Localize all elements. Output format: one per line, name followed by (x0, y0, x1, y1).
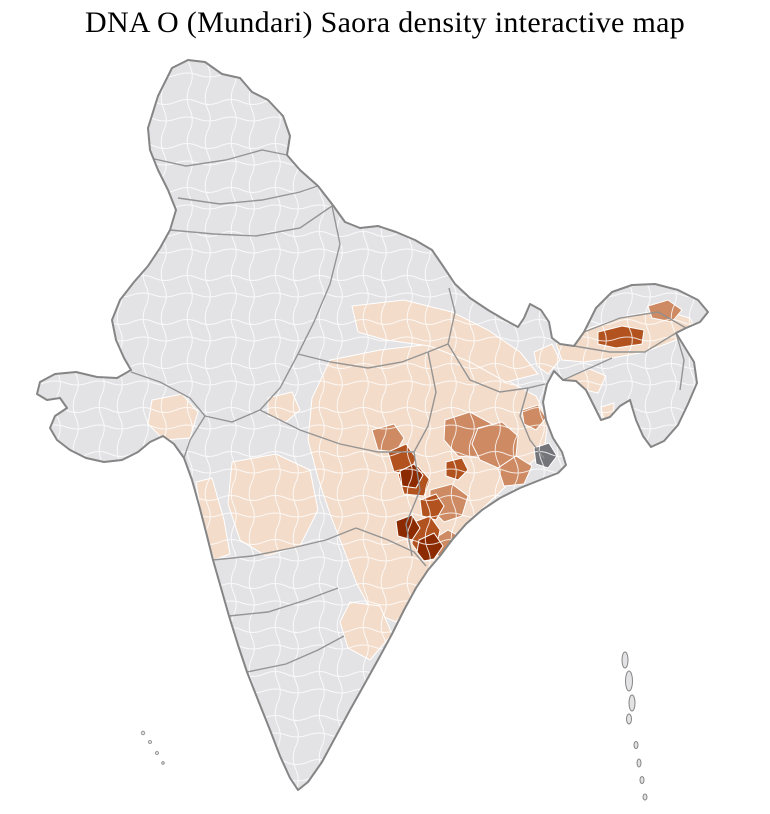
page-title: DNA O (Mundari) Saora density interactiv… (84, 6, 685, 39)
india-outline (36, 59, 709, 791)
lakshadweep-islands[interactable] (140, 730, 165, 765)
andaman-nicobar-islands[interactable] (621, 651, 648, 801)
state-borders (130, 149, 687, 673)
